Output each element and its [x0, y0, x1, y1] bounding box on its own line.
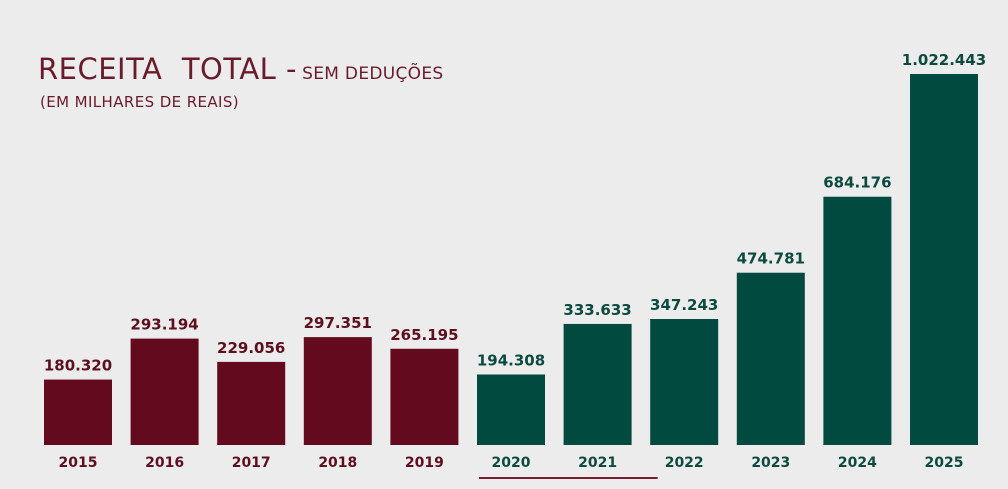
value-label-2015: 180.320 [44, 357, 112, 375]
title-main: RECEITA TOTAL - [38, 52, 298, 86]
bar-2015 [44, 379, 112, 445]
value-label-2016: 293.194 [130, 316, 198, 334]
tick-label-2023: 2023 [751, 455, 790, 471]
bar-2017 [217, 361, 286, 445]
bar-2022 [650, 319, 719, 445]
tick-label-2021: 2021 [578, 455, 617, 471]
value-label-2021: 333.633 [563, 301, 631, 319]
bar-2016 [130, 338, 199, 445]
bar-2018 [303, 337, 372, 445]
tick-label-2020: 2020 [492, 455, 531, 471]
tick-label-2025: 2025 [925, 455, 964, 471]
tick-label-2018: 2018 [318, 455, 357, 471]
title-sub: SEM DEDUÇÕES [302, 64, 444, 84]
value-label-2025: 1.022.443 [902, 51, 986, 69]
tick-label-2015: 2015 [59, 455, 98, 471]
bar-2021 [563, 323, 632, 445]
bar-2025 [910, 74, 978, 445]
bar-2020 [477, 374, 545, 445]
title-line: RECEITA TOTAL - SEM DEDUÇÕES [38, 52, 443, 86]
tick-label-2024: 2024 [838, 455, 877, 471]
bar-2023 [736, 272, 805, 445]
chart-title: RECEITA TOTAL - SEM DEDUÇÕES [38, 52, 443, 86]
tick-label-2019: 2019 [405, 455, 444, 471]
tick-label-2016: 2016 [145, 455, 184, 471]
chart-subtitle: (EM MILHARES DE REAIS) [40, 93, 240, 111]
value-label-2024: 684.176 [823, 174, 891, 192]
tick-label-2017: 2017 [232, 455, 271, 471]
bar-2024 [823, 196, 892, 445]
tick-label-2022: 2022 [665, 455, 704, 471]
value-label-2018: 297.351 [304, 314, 372, 332]
value-label-2019: 265.195 [390, 326, 458, 344]
value-label-2017: 229.056 [217, 339, 285, 357]
bar-2019 [390, 348, 459, 445]
value-label-2023: 474.781 [737, 250, 805, 268]
value-label-2020: 194.308 [477, 351, 545, 369]
value-label-2022: 347.243 [650, 296, 718, 314]
